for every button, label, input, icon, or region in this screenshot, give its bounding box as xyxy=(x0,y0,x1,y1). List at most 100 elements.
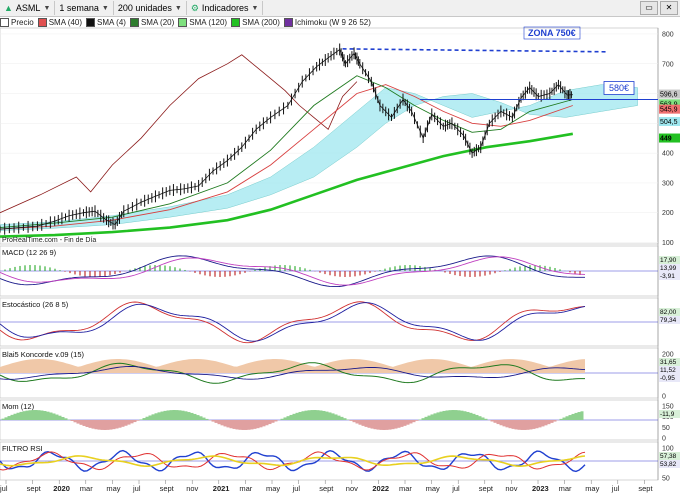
x-tick-label: 2022 xyxy=(372,484,389,493)
x-tick-label: may xyxy=(266,484,280,493)
period-selector[interactable]: 1 semana ▼ xyxy=(55,1,114,15)
y-tick-label: 700 xyxy=(662,61,674,68)
rsi-blue-line xyxy=(0,449,586,473)
x-tick-label: sept xyxy=(160,484,175,493)
price-tag-label: 449 xyxy=(660,136,672,143)
indicators-icon: ⚙ xyxy=(190,2,199,13)
price-tag xyxy=(659,104,680,114)
x-tick-label: jul xyxy=(0,484,8,493)
price-tag xyxy=(659,99,680,109)
indicator-tag xyxy=(659,264,680,272)
chart-icon: ▲ xyxy=(4,3,13,13)
indicator-tag xyxy=(659,256,680,264)
x-tick-label: jul xyxy=(132,484,141,493)
x-tick-label: jul xyxy=(292,484,301,493)
sma40-line xyxy=(0,84,573,230)
y-tick-label: 100 xyxy=(662,240,674,247)
panel-title: MACD (12 26 9) xyxy=(2,248,57,257)
x-tick-label: mar xyxy=(80,484,93,493)
ichimoku-cloud xyxy=(0,84,638,231)
toolbar: ▲ ASML ▼ 1 semana ▼ 200 unidades ▼ ⚙ Indicado… xyxy=(0,0,680,17)
legend-label: SMA (4) xyxy=(97,17,126,27)
minimize-button[interactable]: ▭ xyxy=(640,1,658,15)
level-label-box xyxy=(603,81,635,95)
panel-title: Estocástico (26 8 5) xyxy=(2,300,69,309)
x-tick-label: nov xyxy=(505,484,517,493)
stochastic-k-line xyxy=(0,301,586,344)
chevron-down-icon: ▼ xyxy=(101,4,109,12)
x-tick-label: may xyxy=(585,484,599,493)
indicator-tag xyxy=(659,308,680,316)
x-tick-label: sept xyxy=(27,484,42,493)
legend-swatch xyxy=(178,17,188,27)
legend-swatch xyxy=(283,17,293,27)
macd-signal-line xyxy=(0,256,586,286)
close-button[interactable]: ✕ xyxy=(660,1,678,15)
indicators-button[interactable]: ⚙ Indicadores ▼ xyxy=(187,1,264,15)
indicator-tag-label: -11,9 xyxy=(660,411,675,418)
legend-label: SMA (20) xyxy=(140,17,175,27)
x-tick-label: may xyxy=(106,484,120,493)
rsi-yellow-line xyxy=(0,455,586,468)
panel-title: Blai5 Koncorde v.09 (15) xyxy=(2,350,84,359)
x-tick-label: jul xyxy=(451,484,460,493)
legend-item[interactable]: SMA (20) xyxy=(129,17,175,27)
sma200-line xyxy=(0,132,574,238)
legend-swatch xyxy=(231,17,241,27)
koncorde-area xyxy=(0,359,585,373)
indicator-tag-label: 57,38 xyxy=(660,453,677,460)
x-tick-label: mar xyxy=(559,484,572,493)
price-tag xyxy=(659,89,680,99)
y-tick-label: 300 xyxy=(662,180,674,187)
units-selector[interactable]: 200 unidades ▼ xyxy=(114,1,187,15)
panel-title: Mom (12) xyxy=(2,402,35,411)
legend-swatch xyxy=(129,17,139,27)
zona-label-box xyxy=(523,26,581,40)
y-tick-label: 0 xyxy=(662,394,666,401)
indicator-tag-label: 13,99 xyxy=(660,265,677,272)
chevron-down-icon: ▼ xyxy=(43,4,51,12)
legend-item[interactable]: SMA (120) xyxy=(178,17,227,27)
legend-item[interactable]: SMA (40) xyxy=(37,17,82,27)
zona-750-line xyxy=(342,48,609,53)
x-tick-label: mar xyxy=(239,484,252,493)
y-tick-label: 200 xyxy=(662,352,674,359)
indicator-tag-label: 82,00 xyxy=(660,309,677,316)
legend-label: Precio xyxy=(11,17,34,27)
legend-label: SMA (200) xyxy=(242,17,280,27)
x-tick-label: mar xyxy=(399,484,412,493)
indicator-tag-label: 31,65 xyxy=(660,359,677,366)
koncorde-green-line xyxy=(0,362,585,384)
price-tag xyxy=(659,116,680,126)
indicator-tag-label: 79,34 xyxy=(660,317,677,324)
x-tick-label: sept xyxy=(479,484,494,493)
chikou-line xyxy=(0,54,358,214)
chevron-down-icon: ▼ xyxy=(174,4,182,12)
symbol-selector[interactable]: ▲ ASML ▼ xyxy=(0,1,56,15)
panel-title: FILTRO RSI xyxy=(2,444,43,453)
legend-item[interactable]: Precio xyxy=(0,17,34,27)
price-tag-label: 504,5 xyxy=(660,119,678,126)
price-line xyxy=(0,48,573,230)
macd-line xyxy=(0,255,585,288)
price-tag-label: 545,9 xyxy=(660,107,678,114)
indicator-tag-label: -0,95 xyxy=(660,375,675,382)
y-tick-label: 50 xyxy=(662,476,670,483)
x-tick-label: sept xyxy=(638,484,653,493)
legend-swatch xyxy=(86,17,96,27)
level-label: 580€ xyxy=(609,83,629,93)
y-tick-label: 200 xyxy=(662,210,674,217)
x-tick-label: jul xyxy=(611,484,620,493)
legend-item[interactable]: Ichimoku (W 9 26 52) xyxy=(283,17,371,27)
indicator-tag xyxy=(659,460,680,468)
x-tick-label: 2021 xyxy=(213,484,230,493)
legend-item[interactable]: SMA (4) xyxy=(86,17,126,27)
indicator-tag xyxy=(659,374,680,382)
chevron-down-icon: ▼ xyxy=(251,4,259,12)
x-tick-label: 2023 xyxy=(532,484,549,493)
legend-item[interactable]: SMA (200) xyxy=(231,17,280,27)
x-tick-label: sept xyxy=(319,484,334,493)
legend-label: Ichimoku (W 9 26 52) xyxy=(294,17,371,27)
indicator-tag-label: 53,82 xyxy=(660,461,677,468)
